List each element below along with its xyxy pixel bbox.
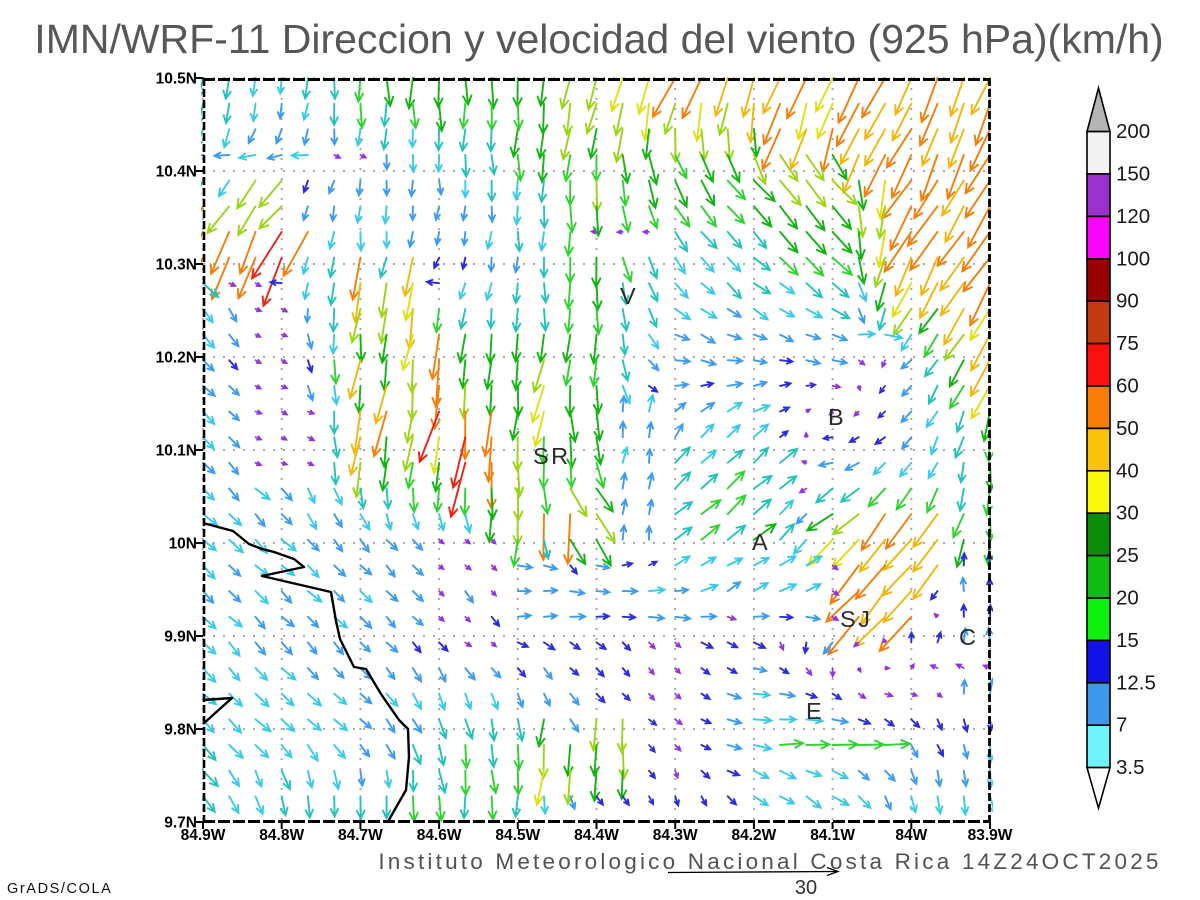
svg-text:10.3N: 10.3N — [156, 257, 197, 274]
svg-text:10.4N: 10.4N — [156, 164, 197, 181]
svg-text:200: 200 — [1116, 120, 1150, 143]
svg-text:3.5: 3.5 — [1116, 756, 1145, 779]
svg-text:84.1W: 84.1W — [810, 827, 855, 844]
svg-text:84.2W: 84.2W — [731, 827, 776, 844]
svg-text:9.8N: 9.8N — [164, 722, 197, 739]
svg-text:50: 50 — [1116, 417, 1139, 440]
svg-text:9.7N: 9.7N — [164, 815, 197, 832]
svg-text:100: 100 — [1116, 247, 1150, 270]
svg-text:84.3W: 84.3W — [653, 827, 698, 844]
svg-text:20: 20 — [1116, 587, 1139, 610]
svg-text:12.5: 12.5 — [1116, 671, 1156, 694]
svg-text:10.5N: 10.5N — [156, 71, 197, 88]
svg-text:150: 150 — [1116, 163, 1150, 186]
svg-text:A: A — [752, 529, 770, 555]
svg-text:SR: SR — [533, 443, 571, 469]
svg-text:84.7W: 84.7W — [338, 827, 383, 844]
svg-text:Instituto Meteorologico Nacion: Instituto Meteorologico Nacional Costa R… — [378, 849, 1161, 874]
svg-text:75: 75 — [1116, 332, 1139, 355]
svg-text:84.4W: 84.4W — [574, 827, 619, 844]
svg-text:10N: 10N — [169, 536, 197, 553]
svg-text:25: 25 — [1116, 544, 1139, 567]
svg-text:84.9W: 84.9W — [181, 827, 226, 844]
svg-text:IMN/WRF-11 Direccion y velocid: IMN/WRF-11 Direccion y velocidad del vie… — [34, 16, 1163, 62]
svg-text:15: 15 — [1116, 629, 1139, 652]
svg-text:B: B — [828, 404, 846, 430]
svg-text:40: 40 — [1116, 459, 1139, 482]
svg-text:10.2N: 10.2N — [156, 350, 197, 367]
svg-text:60: 60 — [1116, 375, 1139, 398]
svg-text:7: 7 — [1116, 714, 1127, 737]
svg-text:10.1N: 10.1N — [156, 443, 197, 460]
svg-text:GrADS/COLA: GrADS/COLA — [7, 881, 112, 897]
svg-text:9.9N: 9.9N — [164, 629, 197, 646]
svg-text:SJ: SJ — [840, 606, 872, 632]
svg-text:84W: 84W — [895, 827, 927, 844]
svg-text:83.9W: 83.9W — [968, 827, 1013, 844]
svg-text:30: 30 — [1116, 502, 1139, 525]
svg-text:84.6W: 84.6W — [417, 827, 462, 844]
svg-text:120: 120 — [1116, 205, 1150, 228]
svg-text:E: E — [806, 698, 824, 724]
svg-text:84.5W: 84.5W — [495, 827, 540, 844]
svg-text:C: C — [959, 624, 978, 650]
svg-text:90: 90 — [1116, 290, 1139, 313]
svg-text:30: 30 — [795, 877, 817, 899]
svg-text:V: V — [620, 283, 638, 309]
svg-text:84.8W: 84.8W — [259, 827, 304, 844]
